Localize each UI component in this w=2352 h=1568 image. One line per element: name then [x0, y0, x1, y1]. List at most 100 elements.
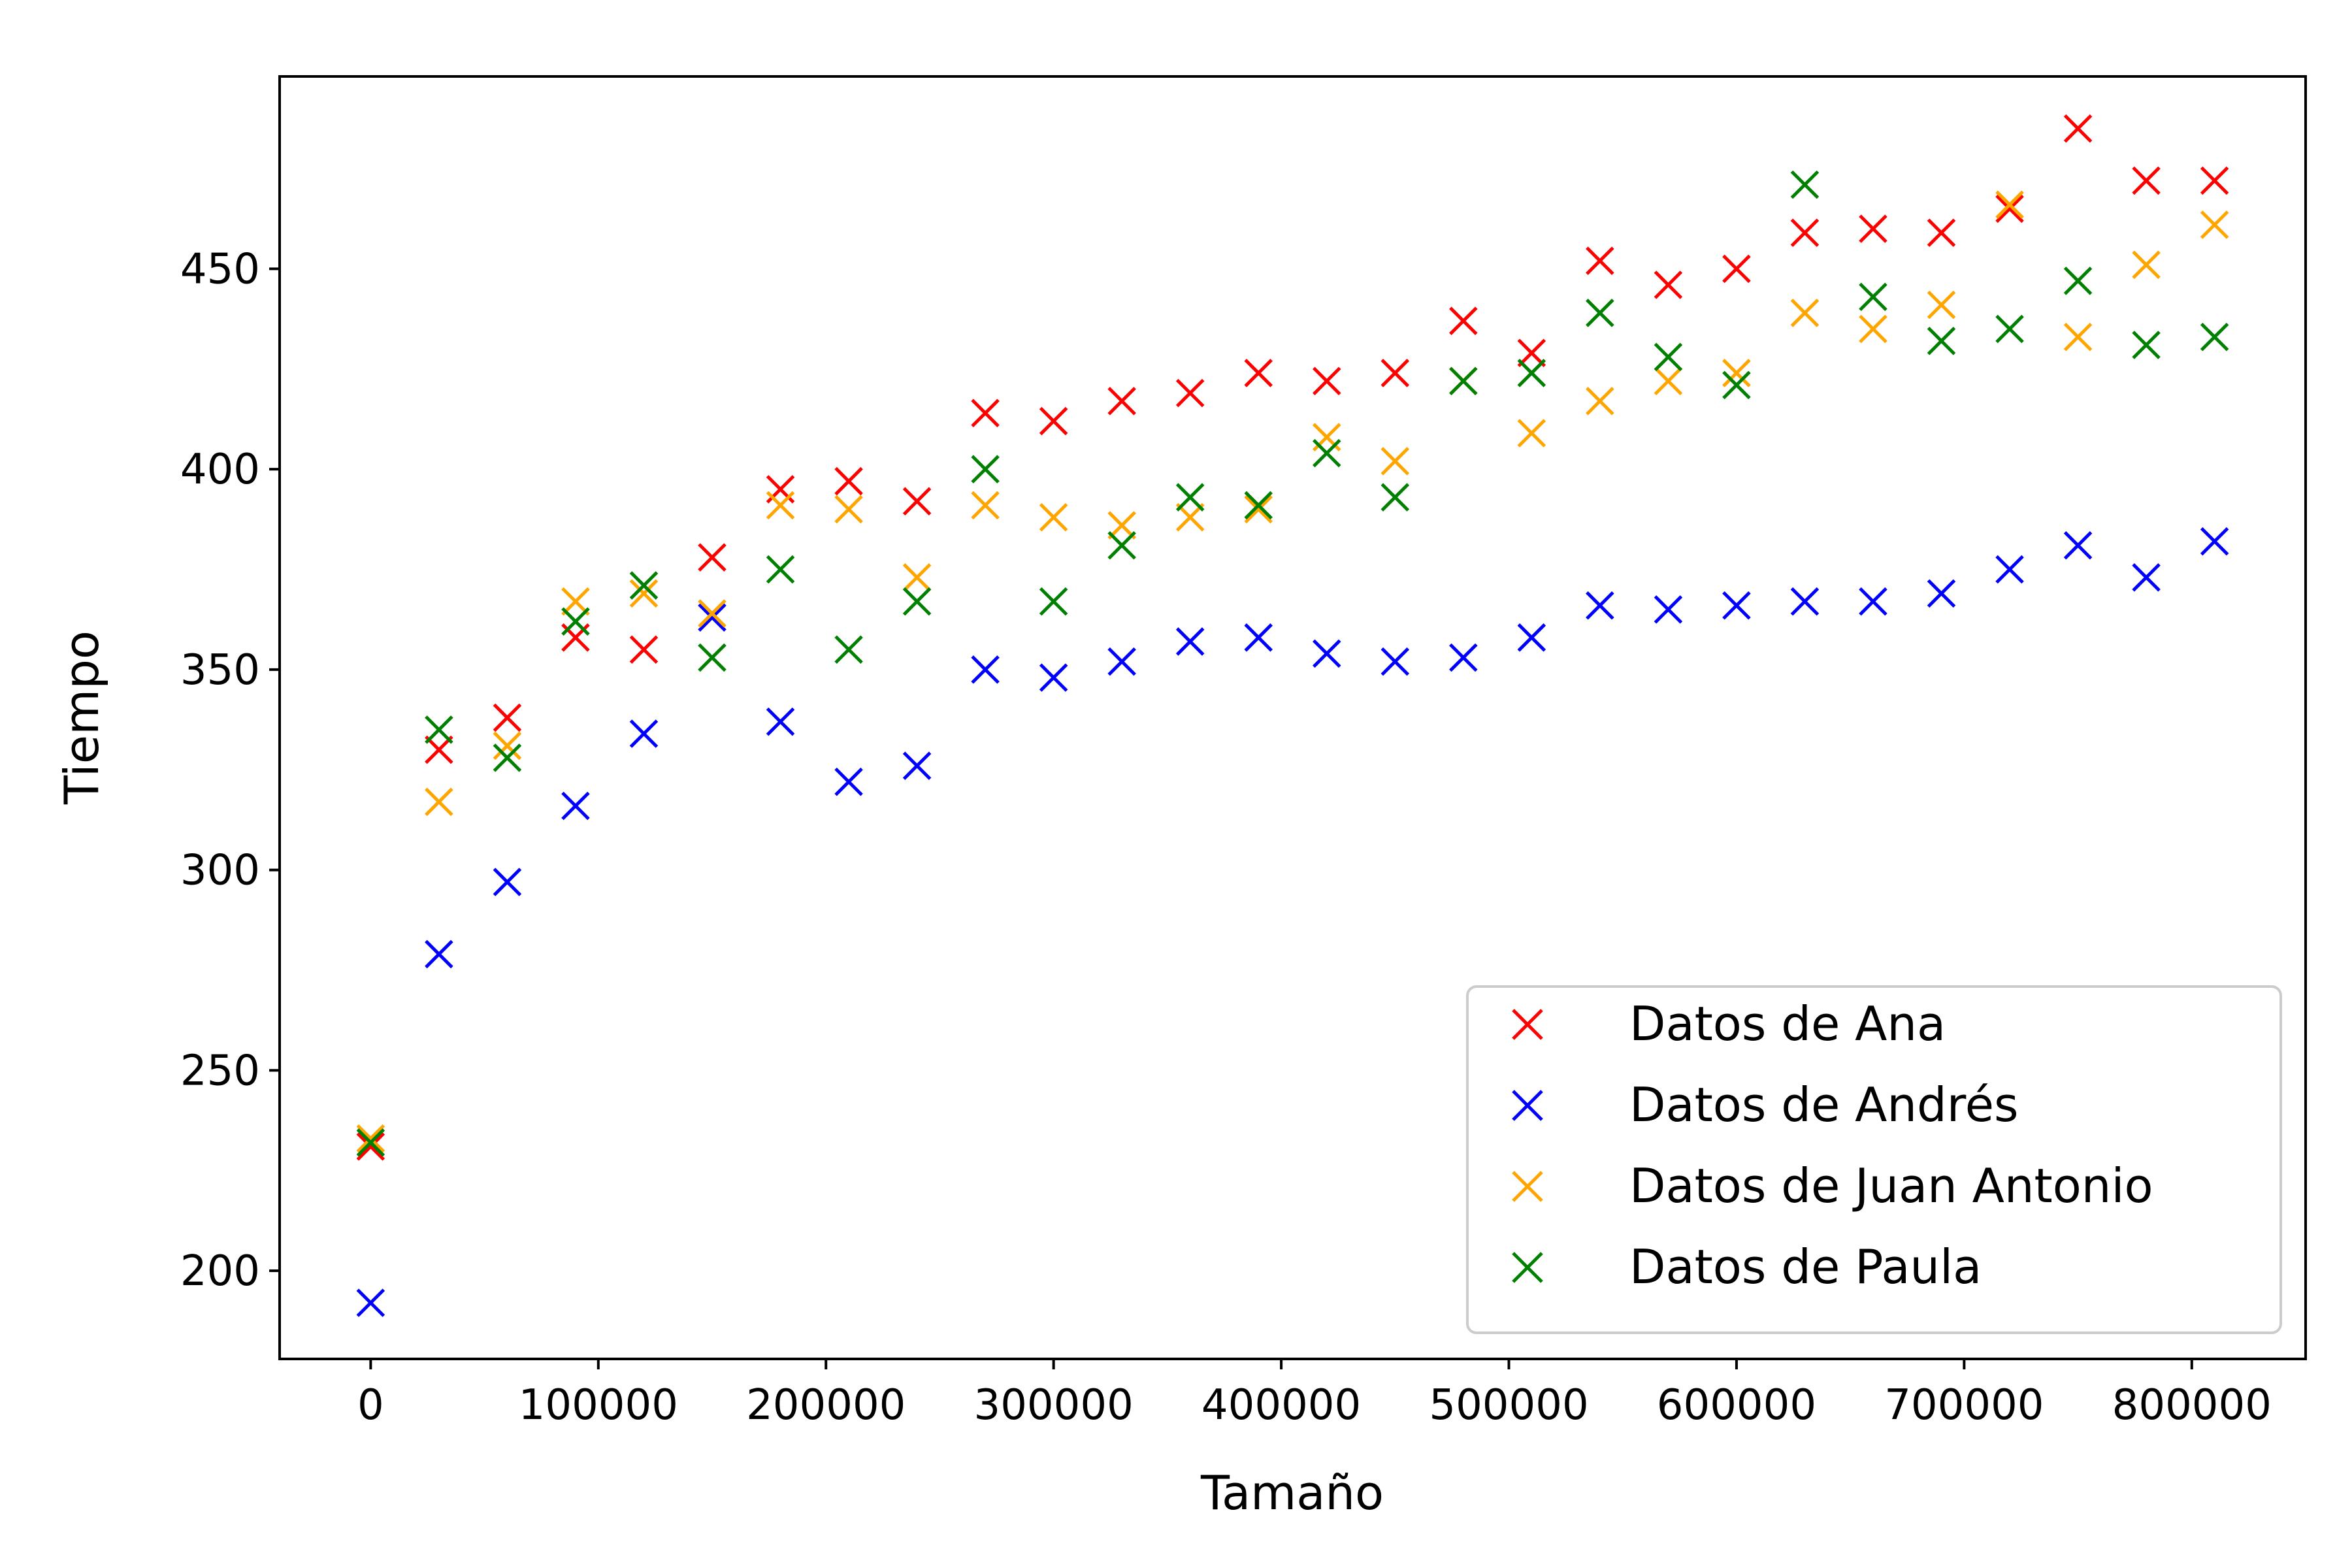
- data-point: [766, 707, 795, 736]
- data-point: [2200, 210, 2229, 239]
- data-point: [2132, 331, 2161, 359]
- axes-frame: [278, 75, 2307, 1360]
- data-point: [425, 735, 453, 764]
- data-point: [1380, 647, 1410, 676]
- data-point: [1244, 623, 1273, 652]
- data-point: [1586, 591, 1614, 620]
- data-point: [1517, 359, 1546, 387]
- data-point: [2200, 322, 2229, 351]
- series-points: [356, 170, 2229, 1157]
- x-tick-label: 300000: [973, 1381, 1133, 1429]
- data-point: [1107, 647, 1136, 676]
- data-point: [1859, 214, 1887, 243]
- y-tick-label: 300: [180, 847, 260, 895]
- data-point: [425, 787, 453, 817]
- data-point: [902, 751, 932, 780]
- data-point: [1107, 387, 1136, 416]
- data-point: [698, 599, 727, 628]
- data-point: [1380, 447, 1410, 476]
- data-point: [425, 715, 453, 744]
- data-point: [1654, 342, 1683, 372]
- data-point: [1039, 587, 1068, 616]
- data-point: [356, 1124, 385, 1153]
- x-tick-label: 800000: [2112, 1381, 2272, 1429]
- data-point: [1380, 359, 1410, 387]
- data-point: [1927, 218, 1956, 248]
- data-point: [1927, 327, 1956, 355]
- legend-label: Datos de Paula: [1629, 1239, 1982, 1294]
- data-point: [834, 767, 863, 796]
- data-point: [2063, 114, 2093, 143]
- legend-entry: Datos de Ana: [1512, 996, 1946, 1051]
- legend-label: Datos de Juan Antonio: [1629, 1158, 2153, 1213]
- data-point: [1995, 314, 2024, 344]
- data-point: [2063, 267, 2093, 295]
- data-point: [1449, 306, 1478, 335]
- data-point: [493, 868, 522, 896]
- data-point: [834, 495, 863, 524]
- y-tick-label: 200: [180, 1247, 260, 1296]
- legend-marker: [1512, 1009, 1543, 1040]
- data-point: [2132, 166, 2161, 195]
- data-point: [425, 939, 453, 969]
- data-point: [1995, 555, 2024, 584]
- data-point: [1654, 367, 1683, 395]
- x-tick-label: 200000: [746, 1381, 906, 1429]
- data-point: [629, 571, 659, 600]
- x-tick-label: 700000: [1884, 1381, 2044, 1429]
- data-point: [766, 555, 795, 584]
- data-point: [2200, 527, 2229, 556]
- data-point: [1722, 370, 1751, 400]
- data-point: [1517, 419, 1546, 448]
- data-point: [1790, 299, 1820, 327]
- data-point: [493, 743, 522, 772]
- data-point: [1107, 531, 1136, 560]
- data-point: [1449, 643, 1478, 672]
- data-point: [1995, 190, 2024, 220]
- data-point: [1517, 623, 1546, 652]
- x-tick-label: 0: [357, 1381, 384, 1429]
- data-point: [1859, 587, 1887, 616]
- data-point: [902, 563, 932, 592]
- data-point: [561, 791, 590, 821]
- data-point: [1995, 194, 2024, 223]
- data-point: [698, 603, 727, 632]
- data-point: [356, 1128, 385, 1157]
- y-tick-label: 450: [180, 245, 260, 293]
- data-point: [971, 655, 1000, 684]
- data-point: [698, 543, 727, 572]
- data-point: [1859, 282, 1887, 312]
- data-point: [1039, 406, 1068, 436]
- data-point: [1175, 483, 1205, 512]
- data-point: [902, 487, 932, 516]
- data-point: [1927, 290, 1956, 319]
- legend-marker: [1512, 1252, 1543, 1283]
- legend-entry: Datos de Paula: [1512, 1239, 1982, 1294]
- y-axis: 200 250 300 350 400 450: [180, 245, 280, 1296]
- y-tick-label: 250: [180, 1047, 260, 1095]
- data-point: [1586, 387, 1614, 416]
- legend-label: Datos de Ana: [1629, 996, 1946, 1051]
- series-points: [356, 527, 2229, 1317]
- legend: Datos de Ana Datos de Andrés Datos de Juan…: [1466, 985, 2282, 1334]
- legend-marker: [1512, 1171, 1543, 1202]
- data-point: [493, 731, 522, 760]
- y-tick-label: 400: [180, 446, 260, 494]
- data-point: [1312, 367, 1341, 395]
- data-point: [1449, 367, 1478, 395]
- y-tick-label: 350: [180, 646, 260, 694]
- legend-marker: [1512, 1090, 1543, 1121]
- data-point: [1790, 587, 1820, 616]
- data-point: [561, 607, 590, 636]
- data-point: [1654, 595, 1683, 624]
- data-point: [971, 399, 1000, 428]
- data-point: [1175, 378, 1205, 408]
- data-point: [629, 719, 659, 748]
- data-point: [971, 491, 1000, 520]
- x-tick-label: 500000: [1429, 1381, 1588, 1429]
- legend-entry: Datos de Juan Antonio: [1512, 1158, 2153, 1213]
- legend-label: Datos de Andrés: [1629, 1077, 2019, 1132]
- data-point: [766, 491, 795, 520]
- data-point: [834, 635, 863, 664]
- data-point: [356, 1288, 385, 1317]
